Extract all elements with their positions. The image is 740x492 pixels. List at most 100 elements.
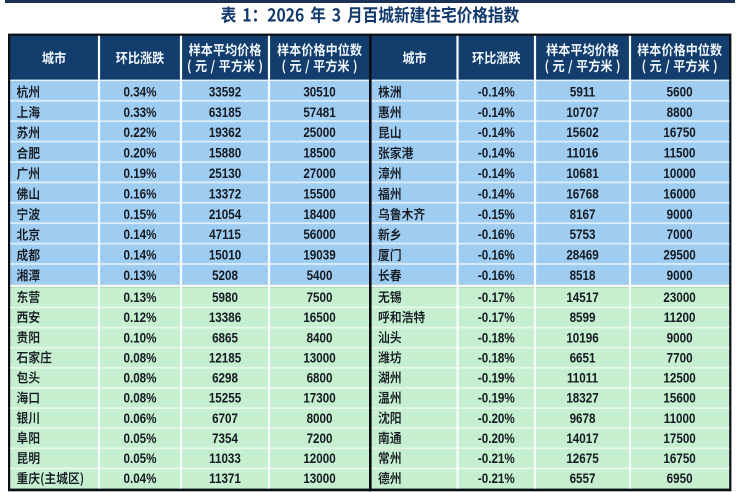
svg-text:7200: 7200 xyxy=(307,430,333,446)
svg-text:7354: 7354 xyxy=(212,430,238,446)
svg-text:12675: 12675 xyxy=(566,450,598,466)
svg-text:11016: 11016 xyxy=(567,145,599,161)
svg-text:0.33%: 0.33% xyxy=(123,104,156,120)
svg-text:0.19%: 0.19% xyxy=(123,165,156,181)
svg-text:16500: 16500 xyxy=(303,309,335,325)
svg-text:0.12%: 0.12% xyxy=(123,309,156,325)
svg-text:-0.18%: -0.18% xyxy=(478,349,515,365)
svg-text:-0.18%: -0.18% xyxy=(478,329,515,345)
svg-text:14517: 14517 xyxy=(566,289,598,305)
svg-text:0.13%: 0.13% xyxy=(123,289,156,305)
svg-text:13372: 13372 xyxy=(209,185,241,201)
svg-text:-0.14%: -0.14% xyxy=(478,185,515,201)
svg-text:15602: 15602 xyxy=(566,124,598,140)
svg-text:8400: 8400 xyxy=(307,329,333,345)
svg-text:0.10%: 0.10% xyxy=(123,329,156,345)
svg-text:10681: 10681 xyxy=(566,165,598,181)
svg-text:5400: 5400 xyxy=(307,267,333,283)
svg-text:-0.17%: -0.17% xyxy=(478,309,515,325)
svg-text:17300: 17300 xyxy=(303,390,335,406)
svg-text:13000: 13000 xyxy=(303,470,335,486)
svg-text:15880: 15880 xyxy=(209,145,241,161)
svg-text:0.08%: 0.08% xyxy=(123,370,156,386)
svg-text:0.16%: 0.16% xyxy=(123,185,156,201)
svg-text:11500: 11500 xyxy=(664,145,696,161)
svg-text:63185: 63185 xyxy=(209,104,241,120)
svg-text:5911: 5911 xyxy=(570,83,595,99)
svg-text:-0.21%: -0.21% xyxy=(478,470,515,486)
svg-text:7700: 7700 xyxy=(667,349,693,365)
svg-text:0.13%: 0.13% xyxy=(123,267,156,283)
svg-text:57481: 57481 xyxy=(303,104,335,120)
svg-text:16750: 16750 xyxy=(663,450,695,466)
svg-text:15255: 15255 xyxy=(209,390,241,406)
svg-text:16000: 16000 xyxy=(663,185,695,201)
svg-text:0.14%: 0.14% xyxy=(123,247,156,263)
svg-text:10196: 10196 xyxy=(566,329,598,345)
svg-text:12185: 12185 xyxy=(209,349,241,365)
svg-text:-0.14%: -0.14% xyxy=(478,104,515,120)
svg-text:17500: 17500 xyxy=(663,430,695,446)
svg-text:0.05%: 0.05% xyxy=(123,450,156,466)
svg-text:0.08%: 0.08% xyxy=(123,390,156,406)
svg-text:11000: 11000 xyxy=(664,410,696,426)
svg-text:0.34%: 0.34% xyxy=(123,83,156,99)
svg-text:15500: 15500 xyxy=(303,185,335,201)
svg-text:27000: 27000 xyxy=(303,165,335,181)
svg-text:33592: 33592 xyxy=(209,83,241,99)
svg-text:-0.20%: -0.20% xyxy=(478,410,515,426)
svg-text:0.06%: 0.06% xyxy=(123,410,156,426)
svg-text:47115: 47115 xyxy=(209,226,241,242)
svg-text:12000: 12000 xyxy=(303,450,335,466)
svg-text:6651: 6651 xyxy=(570,349,596,365)
svg-text:6950: 6950 xyxy=(667,470,693,486)
svg-text:9000: 9000 xyxy=(667,206,693,222)
svg-text:0.08%: 0.08% xyxy=(123,349,156,365)
svg-text:18327: 18327 xyxy=(566,390,598,406)
svg-text:-0.14%: -0.14% xyxy=(478,83,515,99)
svg-text:14017: 14017 xyxy=(566,430,598,446)
svg-text:6298: 6298 xyxy=(212,370,238,386)
svg-text:8167: 8167 xyxy=(570,206,596,222)
svg-text:13000: 13000 xyxy=(303,349,335,365)
svg-text:6707: 6707 xyxy=(212,410,238,426)
svg-text:18500: 18500 xyxy=(303,145,335,161)
svg-text:5980: 5980 xyxy=(212,289,238,305)
svg-text:-0.19%: -0.19% xyxy=(478,390,515,406)
svg-text:-0.14%: -0.14% xyxy=(478,145,515,161)
svg-text:7000: 7000 xyxy=(667,226,693,242)
svg-text:8599: 8599 xyxy=(570,309,596,325)
svg-text:21054: 21054 xyxy=(209,206,241,222)
svg-text:-0.16%: -0.16% xyxy=(478,247,515,263)
svg-text:15600: 15600 xyxy=(663,390,695,406)
svg-text:18400: 18400 xyxy=(303,206,335,222)
svg-text:30510: 30510 xyxy=(303,83,335,99)
svg-text:-0.14%: -0.14% xyxy=(478,165,515,181)
svg-text:-0.19%: -0.19% xyxy=(478,370,515,386)
svg-text:-0.16%: -0.16% xyxy=(478,267,515,283)
svg-text:-0.15%: -0.15% xyxy=(478,206,515,222)
svg-text:23000: 23000 xyxy=(663,289,695,305)
svg-text:6865: 6865 xyxy=(212,329,238,345)
svg-text:10707: 10707 xyxy=(566,104,598,120)
svg-text:0.05%: 0.05% xyxy=(123,430,156,446)
svg-text:0.15%: 0.15% xyxy=(123,206,156,222)
svg-text:25000: 25000 xyxy=(303,124,335,140)
svg-text:11200: 11200 xyxy=(664,309,696,325)
svg-text:0.04%: 0.04% xyxy=(123,470,156,486)
svg-text:10000: 10000 xyxy=(663,165,695,181)
svg-text:16768: 16768 xyxy=(566,185,598,201)
svg-text:9000: 9000 xyxy=(667,267,693,283)
svg-text:0.20%: 0.20% xyxy=(123,145,156,161)
svg-text:5600: 5600 xyxy=(667,83,693,99)
svg-text:12500: 12500 xyxy=(663,370,695,386)
svg-text:11011: 11011 xyxy=(567,370,598,386)
svg-text:56000: 56000 xyxy=(303,226,335,242)
svg-text:-0.16%: -0.16% xyxy=(478,226,515,242)
svg-text:9000: 9000 xyxy=(667,329,693,345)
svg-text:11033: 11033 xyxy=(209,450,241,466)
svg-text:-0.17%: -0.17% xyxy=(478,289,515,305)
svg-text:-0.21%: -0.21% xyxy=(478,450,515,466)
svg-text:29500: 29500 xyxy=(663,247,695,263)
svg-text:7500: 7500 xyxy=(307,289,333,305)
